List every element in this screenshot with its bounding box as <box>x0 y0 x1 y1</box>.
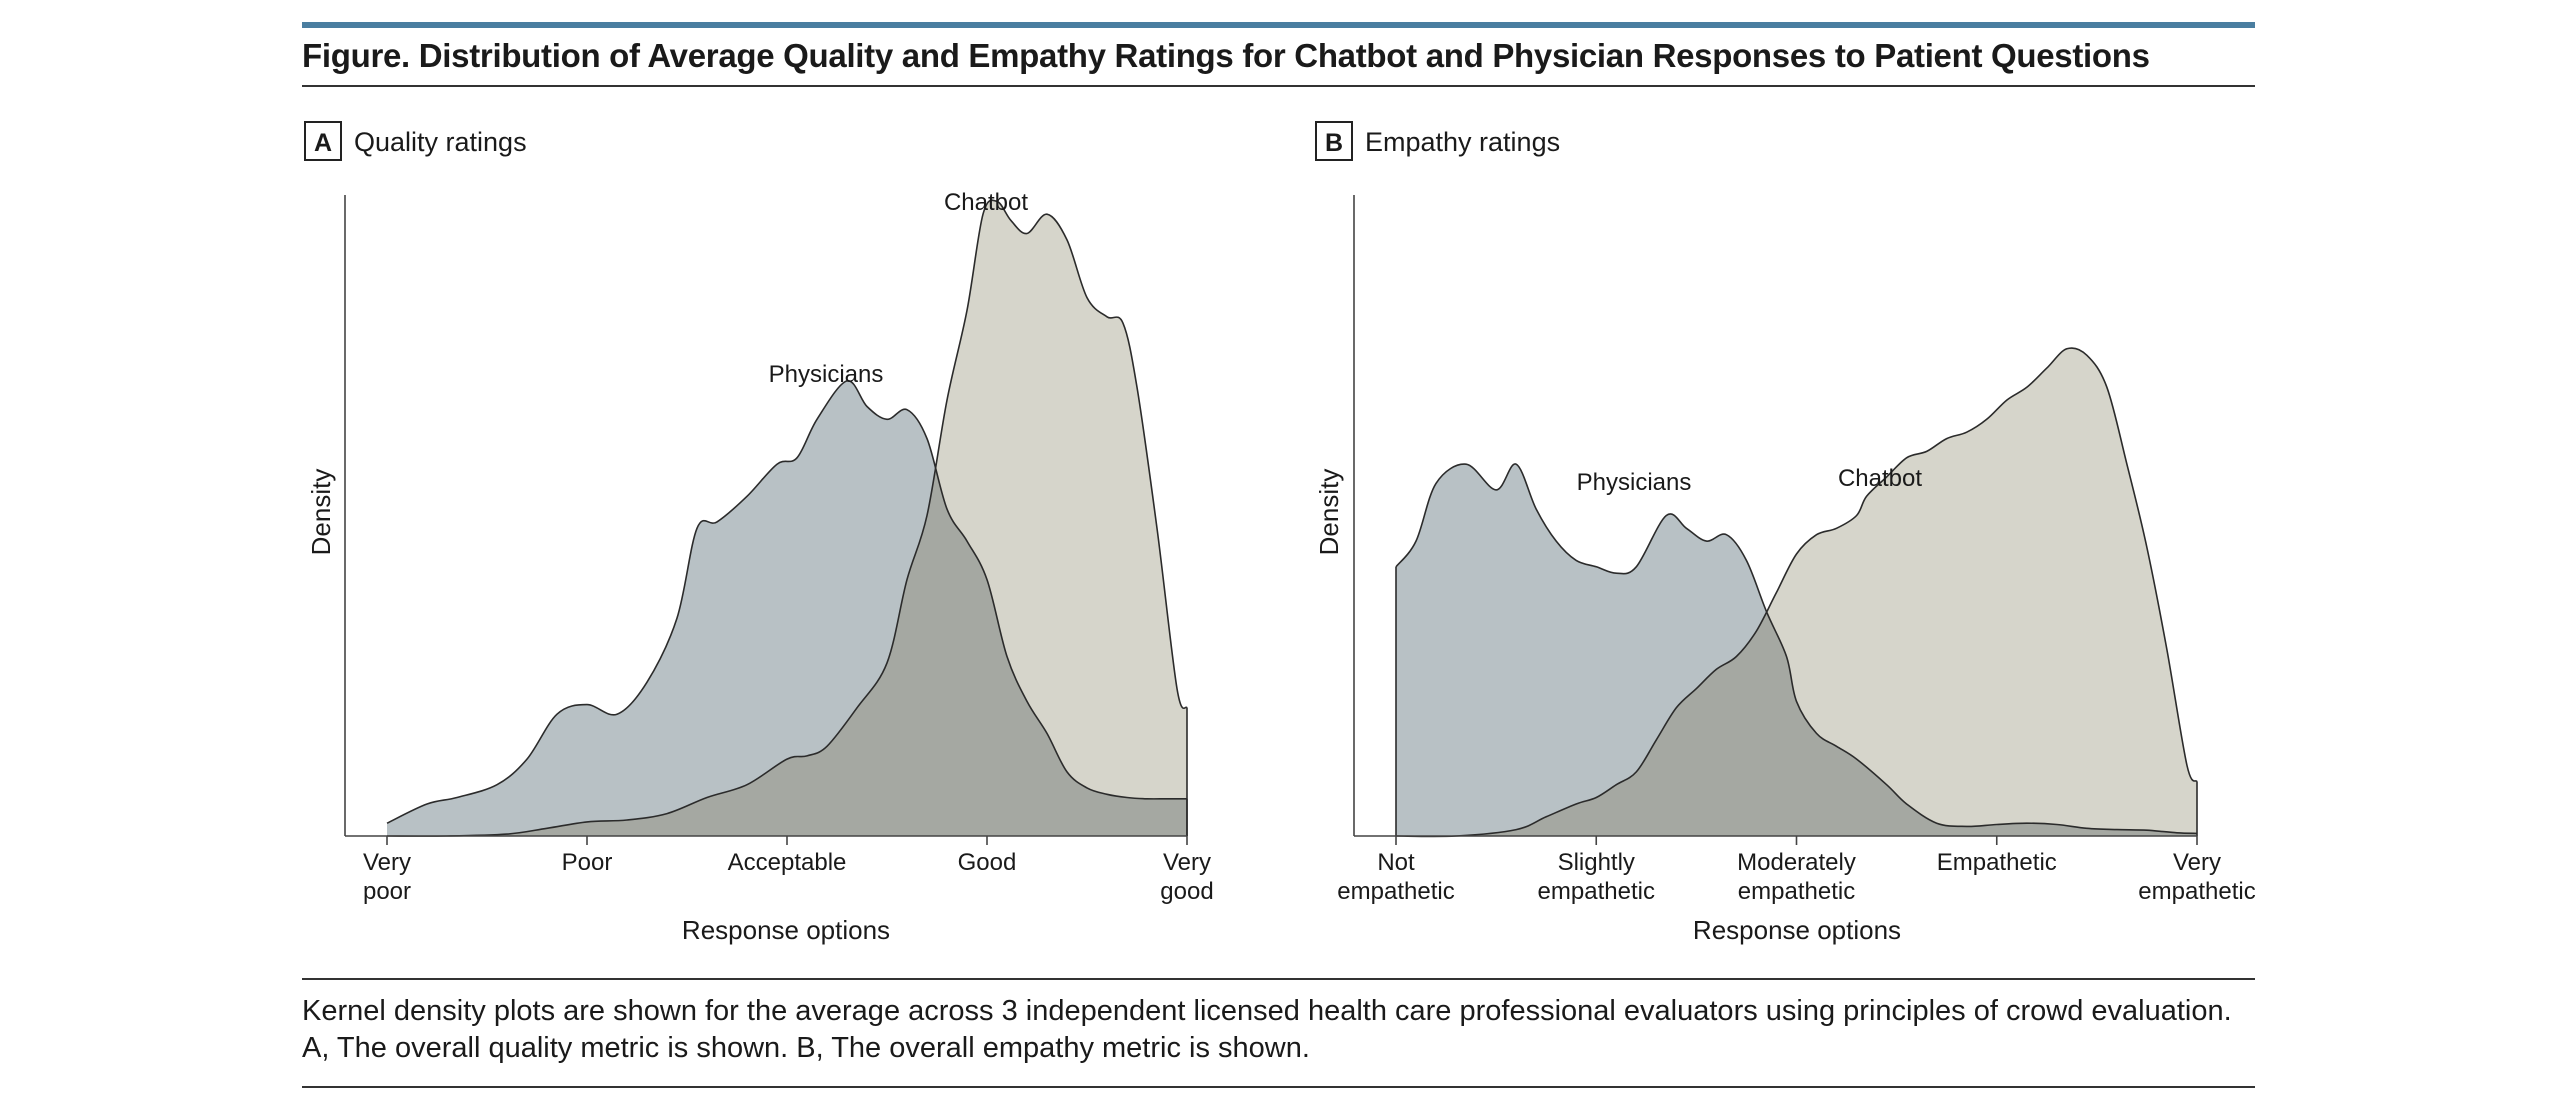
panel-a-xlabel: Response options <box>682 915 890 945</box>
panel-b-plot: Not empathetic Slightly empathetic Moderatel… <box>1337 195 2256 905</box>
physicians-density-area <box>1396 463 2197 836</box>
caption-bottom-divider <box>302 1086 2255 1088</box>
chatbot-density-line <box>1395 347 2198 838</box>
figure-caption: Kernel density plots are shown for the a… <box>302 995 2232 1064</box>
panel-b-letter: B <box>1325 129 1343 157</box>
chatbot-series-label: Chatbot <box>1838 465 1922 492</box>
figure-top-rule <box>302 22 2255 28</box>
x-tick-label: Empathetic <box>1937 849 2057 876</box>
chatbot-density-line <box>386 199 1188 837</box>
x-tick-label: Slightly empathetic <box>1538 849 1655 905</box>
x-tick-label: Not empathetic <box>1337 849 1454 905</box>
panel-a-letter-box <box>304 121 342 161</box>
x-tick-label: Moderately empathetic <box>1737 849 1856 905</box>
chatbot-density-area <box>1396 348 2197 837</box>
panel-b-ylabel: Density <box>1314 469 1344 556</box>
physicians-series-label: Physicians <box>1577 469 1692 496</box>
caption-top-divider <box>302 978 2255 980</box>
physicians-density-line <box>386 380 1187 824</box>
x-tick-label: Poor <box>562 849 613 876</box>
figure-title: Figure. Distribution of Average Quality … <box>302 37 2150 74</box>
chatbot-series-label: Chatbot <box>944 189 1028 216</box>
physicians-series-label: Physicians <box>769 361 884 388</box>
title-divider <box>302 85 2255 87</box>
x-tick-label: Good <box>958 849 1017 876</box>
x-tick-label: Acceptable <box>728 849 847 876</box>
x-tick-label: Very good <box>1160 849 1213 905</box>
panel-empathy: B Empathy ratings Not empathetic Slightly e… <box>1314 121 2256 945</box>
panel-a-ylabel: Density <box>306 469 336 556</box>
panel-b-letter-box <box>1315 121 1353 161</box>
panel-b-xlabel: Response options <box>1693 915 1901 945</box>
figure-charts: A Quality ratings Very poor Poor Acceptable… <box>304 121 2256 945</box>
x-tick-label: Very empathetic <box>2138 849 2255 905</box>
panel-a-letter: A <box>314 129 332 157</box>
panel-a-plot: Very poor Poor Acceptable Good Very good Chatbo… <box>344 189 1214 905</box>
panel-quality: A Quality ratings Very poor Poor Acceptable… <box>304 121 1214 945</box>
panel-b-title: Empathy ratings <box>1365 127 1560 157</box>
panel-a-title: Quality ratings <box>354 127 527 157</box>
x-tick-label: Very poor <box>363 849 411 905</box>
